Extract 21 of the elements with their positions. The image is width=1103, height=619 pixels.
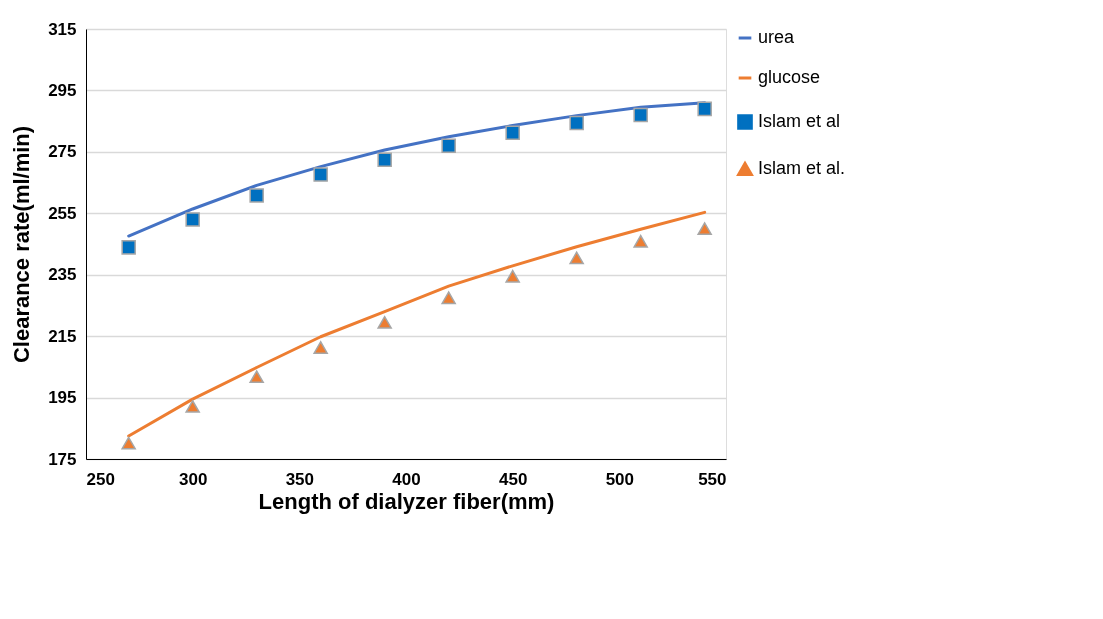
y-tick-label: 295: [48, 80, 77, 100]
x-tick-label: 400: [392, 469, 421, 489]
y-tick-label: 315: [48, 19, 77, 39]
y-tick-label: 275: [48, 142, 77, 162]
y-axis-title: Clearance rate(ml/min): [9, 125, 35, 364]
x-tick-label: 300: [178, 469, 208, 489]
x-tick-label: 250: [86, 469, 115, 489]
x-tick-label: 550: [698, 469, 727, 489]
legend-label: urea: [758, 27, 796, 47]
y-tick-label: 255: [48, 203, 77, 223]
x-tick-label: 350: [285, 469, 315, 489]
y-tick-label: 235: [48, 265, 77, 285]
x-tick-label: 500: [605, 469, 635, 489]
legend-label: glucose: [758, 67, 821, 87]
x-tick-label: 450: [498, 469, 528, 489]
x-axis-title: Length of dialyzer fiber(mm): [258, 488, 555, 514]
legend-label: Islam et al.: [758, 158, 846, 178]
y-tick-label: 175: [48, 449, 77, 469]
legend-label: Islam et al: [758, 111, 841, 131]
y-tick-label: 195: [48, 388, 77, 408]
y-tick-label: 215: [48, 326, 77, 346]
